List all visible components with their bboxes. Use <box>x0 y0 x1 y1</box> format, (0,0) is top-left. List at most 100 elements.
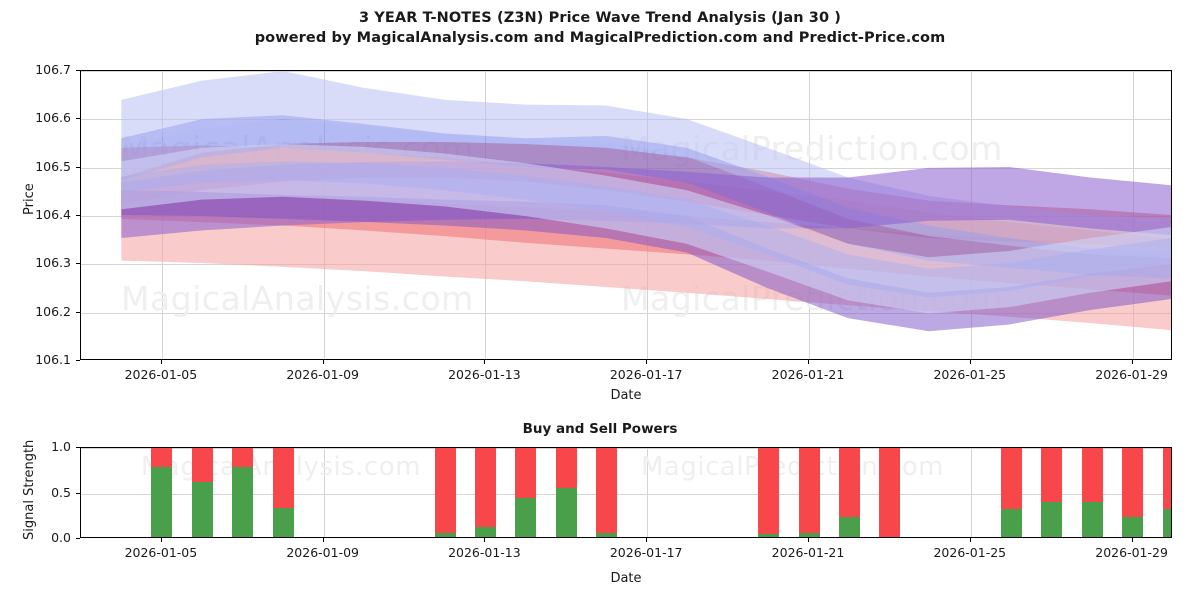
power-xtick-mark <box>646 538 648 542</box>
buy-power-segment <box>272 507 294 537</box>
sell-power-segment <box>272 448 294 508</box>
power-bar[interactable] <box>272 448 294 537</box>
price-xaxis-title: Date <box>610 388 642 403</box>
price-ytick-mark <box>76 118 80 120</box>
power-gridline-v <box>970 448 972 537</box>
power-bar[interactable] <box>1000 448 1022 537</box>
power-bar[interactable] <box>879 448 901 537</box>
sell-power-segment <box>191 448 213 483</box>
price-band-pale-lower-blue <box>121 143 1171 314</box>
price-xtick-label: 2026-01-09 <box>286 367 360 382</box>
power-bar[interactable] <box>758 448 780 537</box>
power-bar[interactable] <box>1162 448 1171 537</box>
price-xtick-label: 2026-01-21 <box>771 367 845 382</box>
power-chart-plot-area: MagicalAnalysis.com MagicalPrediction.co… <box>80 447 1172 538</box>
price-xtick-mark <box>1131 360 1133 364</box>
sell-power-segment <box>596 448 618 534</box>
power-xtick-mark <box>484 538 486 542</box>
power-gridline-v <box>647 448 649 537</box>
buy-power-segment <box>1041 502 1063 537</box>
price-ytick-mark <box>76 311 80 313</box>
power-bar[interactable] <box>1122 448 1144 537</box>
price-band-series <box>121 71 1171 332</box>
price-xtick-label: 2026-01-25 <box>933 367 1007 382</box>
price-xtick-mark <box>646 360 648 364</box>
price-xtick-mark <box>322 360 324 364</box>
buy-power-segment <box>1162 508 1171 537</box>
power-xtick-label: 2026-01-09 <box>286 545 360 560</box>
power-xtick-label: 2026-01-17 <box>609 545 683 560</box>
price-ytick-label: 106.2 <box>35 303 71 319</box>
power-ytick-label: 1.0 <box>51 439 71 454</box>
buy-power-segment <box>596 533 618 537</box>
buy-power-segment <box>191 482 213 537</box>
title-block: 3 YEAR T-NOTES (Z3N) Price Wave Trend An… <box>0 8 1200 48</box>
power-ytick-label: 0.5 <box>51 484 71 500</box>
page-subtitle: powered by MagicalAnalysis.com and Magic… <box>254 30 946 46</box>
power-gridline-v <box>323 448 325 537</box>
power-bar[interactable] <box>232 448 254 537</box>
power-chart-title: Buy and Sell Powers <box>522 421 678 437</box>
price-yaxis-title: Price <box>22 183 37 215</box>
price-gridline-h <box>81 312 1171 314</box>
price-chart-plot-area: MagicalAnalysis.com MagicalPrediction.co… <box>80 70 1172 360</box>
power-bar[interactable] <box>1041 448 1063 537</box>
price-ytick-label: 106.1 <box>35 352 71 367</box>
power-bar[interactable] <box>596 448 618 537</box>
price-xtick-label: 2026-01-29 <box>1095 367 1168 382</box>
power-bar[interactable] <box>151 448 173 537</box>
buy-power-segment <box>1122 517 1144 537</box>
power-xtick-label: 2026-01-21 <box>771 545 845 560</box>
price-xtick-mark <box>484 360 486 364</box>
sell-power-segment <box>555 448 577 488</box>
price-ytick-label: 106.3 <box>35 255 71 271</box>
buy-power-segment <box>555 487 577 537</box>
price-ytick-label: 106.6 <box>35 110 71 126</box>
sell-power-segment <box>151 448 173 467</box>
power-bar[interactable] <box>838 448 860 537</box>
power-bar[interactable] <box>515 448 537 537</box>
price-ytick-mark <box>76 360 80 362</box>
sell-power-segment <box>474 448 496 527</box>
sell-power-segment <box>232 448 254 467</box>
power-xtick-label: 2026-01-05 <box>124 545 198 560</box>
power-bar[interactable] <box>555 448 577 537</box>
power-xaxis-title: Date <box>610 571 642 586</box>
power-xtick-mark <box>1131 538 1133 542</box>
power-bar[interactable] <box>474 448 496 537</box>
buy-power-segment <box>1081 502 1103 537</box>
buy-power-segment <box>798 533 820 537</box>
power-xtick-mark <box>160 538 162 542</box>
price-gridline-h <box>81 71 1171 72</box>
price-ytick-label: 106.5 <box>35 158 71 174</box>
sell-power-segment <box>515 448 537 498</box>
power-gridline-h <box>81 493 1171 495</box>
sell-power-segment <box>1162 448 1171 509</box>
power-ytick-mark <box>76 492 80 494</box>
sell-power-segment <box>434 448 456 534</box>
power-ytick-mark <box>76 538 80 540</box>
power-bar[interactable] <box>434 448 456 537</box>
price-xtick-label: 2026-01-17 <box>609 367 683 382</box>
buy-power-segment <box>1000 508 1022 537</box>
price-ytick-mark <box>76 215 80 217</box>
sell-power-segment <box>1081 448 1103 503</box>
buy-power-segment <box>515 497 537 537</box>
power-bar[interactable] <box>1081 448 1103 537</box>
power-xtick-mark <box>322 538 324 542</box>
buy-power-segment <box>151 466 173 537</box>
power-bar[interactable] <box>191 448 213 537</box>
buy-power-segment <box>838 517 860 537</box>
buy-power-segment <box>758 534 780 537</box>
price-xtick-label: 2026-01-13 <box>448 367 521 382</box>
price-ytick-mark <box>76 70 80 72</box>
sell-power-segment <box>798 448 820 534</box>
sell-power-segment <box>838 448 860 517</box>
price-xtick-mark <box>808 360 810 364</box>
power-xtick-label: 2026-01-25 <box>933 545 1007 560</box>
price-ytick-label: 106.7 <box>35 62 71 77</box>
price-xtick-mark <box>160 360 162 364</box>
power-bar[interactable] <box>798 448 820 537</box>
buy-power-segment <box>232 466 254 537</box>
power-xtick-label: 2026-01-29 <box>1095 545 1168 560</box>
